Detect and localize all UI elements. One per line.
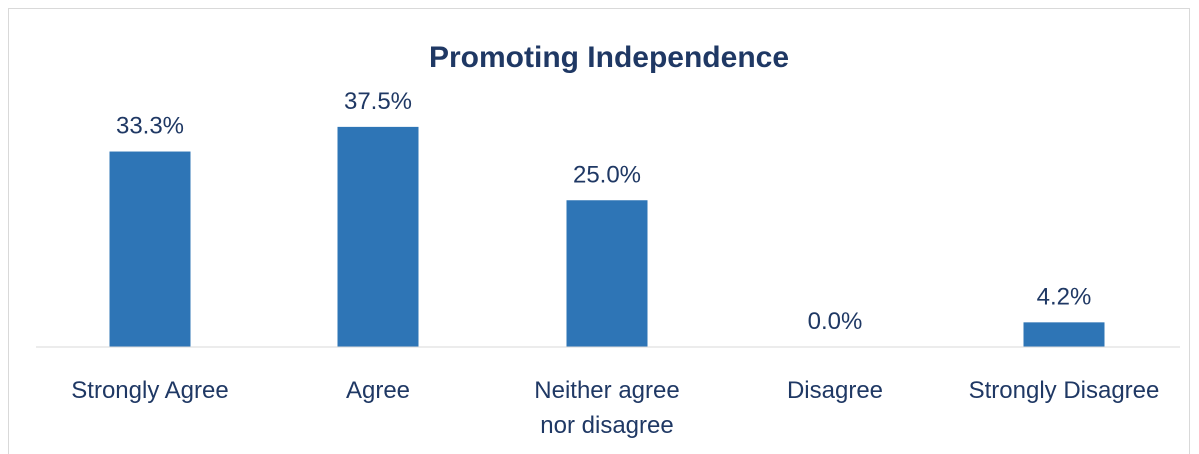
category-label-line: Agree — [346, 377, 410, 404]
category-label-3: Neither agree nor disagree — [534, 377, 679, 439]
bar-3 — [566, 200, 648, 347]
data-label-4: 0.0% — [808, 308, 863, 335]
category-label-line: Neither agree — [534, 377, 679, 404]
category-label-5: Strongly Disagree — [969, 377, 1160, 404]
bar-2 — [337, 126, 419, 347]
data-label-1: 33.3% — [116, 113, 184, 140]
bar-1 — [109, 151, 191, 347]
data-label-3: 25.0% — [573, 161, 641, 188]
category-label-1: Strongly Agree — [71, 377, 228, 404]
data-label-5: 4.2% — [1037, 283, 1092, 310]
bar-5 — [1023, 322, 1105, 347]
category-label-2: Agree — [346, 377, 410, 404]
category-label-line: nor disagree — [540, 412, 673, 439]
category-label-line: Disagree — [787, 377, 883, 404]
chart-title: Promoting Independence — [429, 41, 789, 74]
category-label-line: Strongly Disagree — [969, 377, 1160, 404]
data-label-2: 37.5% — [344, 88, 412, 115]
category-label-4: Disagree — [787, 377, 883, 404]
category-label-line: Strongly Agree — [71, 377, 228, 404]
